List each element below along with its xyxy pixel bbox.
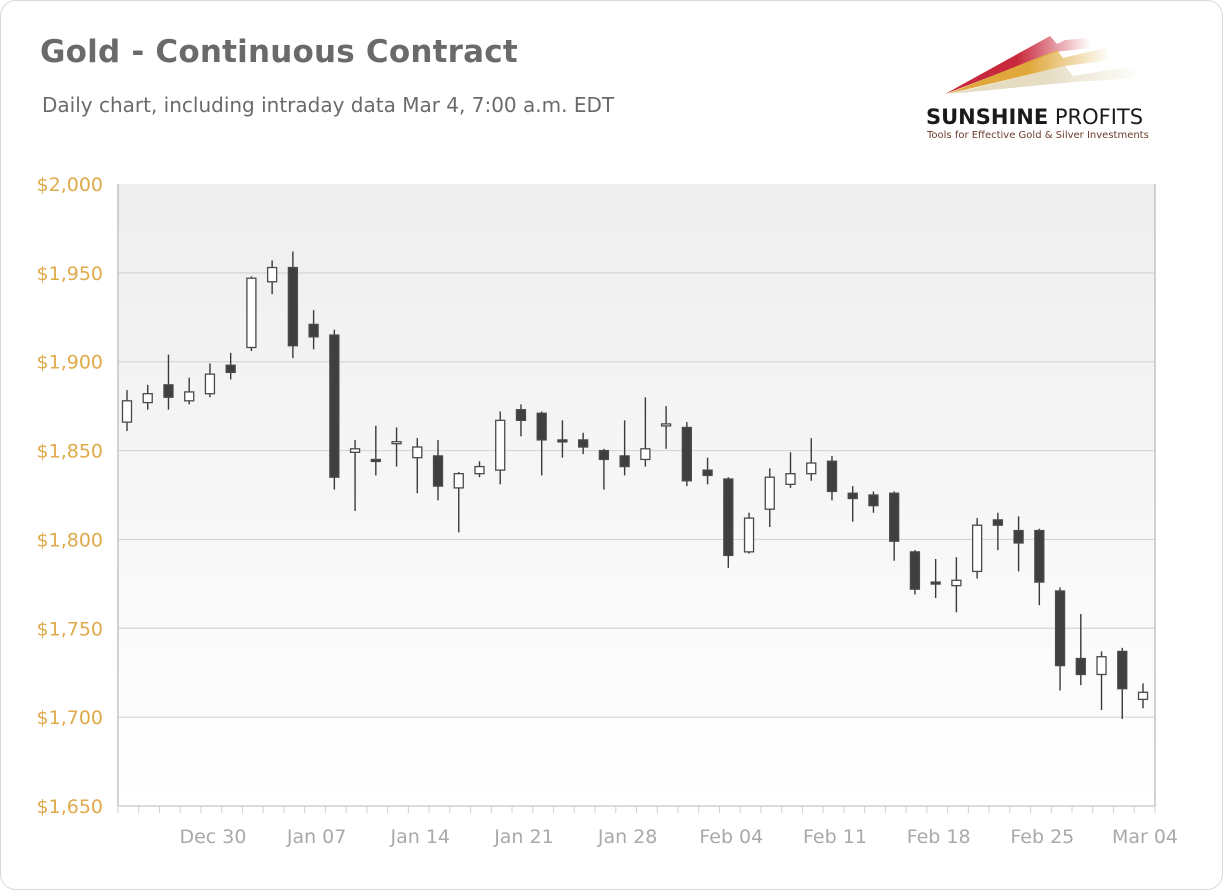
candle xyxy=(598,448,610,490)
candle xyxy=(826,455,838,501)
candle xyxy=(1117,647,1128,719)
candle xyxy=(142,384,153,410)
y-tick-label: $1,800 xyxy=(37,529,103,551)
x-tick-label: Feb 18 xyxy=(907,826,971,848)
candle xyxy=(432,439,444,501)
candle xyxy=(121,390,133,432)
x-axis: Dec 30 Jan 07 Jan 14 Jan 21 Jan 28 Feb 04 Feb … xyxy=(117,806,1178,848)
x-tick-label: Feb 11 xyxy=(803,826,867,848)
candle xyxy=(971,518,983,579)
candle xyxy=(412,438,423,494)
logo-name: SUNSHINE PROFITS xyxy=(926,105,1144,129)
y-tick-label: $2,000 xyxy=(37,174,103,196)
candle xyxy=(806,438,817,481)
candle xyxy=(868,491,879,513)
candle xyxy=(743,512,755,554)
candle xyxy=(495,411,506,485)
candle xyxy=(515,404,527,437)
candle xyxy=(287,251,299,359)
candle xyxy=(951,557,962,613)
candle xyxy=(723,477,734,568)
logo-tagline: Tools for Effective Gold & Silver Invest… xyxy=(927,130,1149,141)
sunshine-profits-logo: SUNSHINE PROFITS Tools for Effective Gol… xyxy=(905,28,1205,153)
x-tick-label: Jan 21 xyxy=(493,826,554,848)
candle xyxy=(619,420,630,476)
candle xyxy=(930,558,941,599)
candle xyxy=(1075,614,1086,686)
candle xyxy=(204,363,216,398)
x-tick-label: Jan 07 xyxy=(286,826,347,848)
x-tick-label: Jan 14 xyxy=(390,826,451,848)
candle xyxy=(909,550,921,595)
candle xyxy=(266,260,278,295)
candle xyxy=(308,310,319,350)
candle xyxy=(785,452,796,488)
x-tick-label: Dec 30 xyxy=(179,826,246,848)
x-tick-label: Jan 28 xyxy=(597,826,658,848)
x-tick-label: Feb 25 xyxy=(1010,826,1074,848)
candle xyxy=(1096,651,1107,711)
candle xyxy=(163,354,174,410)
candle xyxy=(889,491,900,561)
x-tick-label: Mar 04 xyxy=(1112,826,1178,848)
candles xyxy=(121,251,1149,719)
candle xyxy=(246,276,257,352)
candle xyxy=(1054,587,1066,691)
candle xyxy=(536,411,547,476)
candle xyxy=(1137,683,1149,709)
candle xyxy=(681,422,692,487)
y-tick-label: $1,700 xyxy=(37,707,103,729)
candle xyxy=(453,471,464,533)
candle xyxy=(370,425,381,476)
candle xyxy=(557,420,568,458)
candle xyxy=(992,512,1004,551)
candle xyxy=(660,406,672,449)
y-tick-label: $1,650 xyxy=(37,796,103,818)
candle xyxy=(1034,528,1045,606)
chart-title: Gold - Continuous Contract xyxy=(40,34,518,70)
candle xyxy=(847,486,858,522)
candle xyxy=(764,468,775,527)
candle xyxy=(640,397,651,467)
candle xyxy=(391,427,402,467)
x-tick-label: Feb 04 xyxy=(699,826,763,848)
candle xyxy=(329,329,340,490)
candle xyxy=(578,432,589,455)
candle xyxy=(225,352,236,380)
chart-subtitle: Daily chart, including intraday data Mar… xyxy=(42,93,615,117)
y-axis: $2,000 $1,950 $1,900 $1,850 $1,800 $1,750 $1,7… xyxy=(37,174,103,818)
y-tick-label: $1,900 xyxy=(37,352,103,374)
candle xyxy=(1013,516,1024,572)
y-tick-label: $1,950 xyxy=(37,263,103,285)
candle xyxy=(702,457,713,485)
y-tick-label: $1,850 xyxy=(37,441,103,463)
candle xyxy=(349,439,361,511)
logo-swoosh-icon xyxy=(945,36,1140,94)
candle xyxy=(184,377,195,405)
candle xyxy=(474,461,485,478)
y-tick-label: $1,750 xyxy=(37,618,103,640)
